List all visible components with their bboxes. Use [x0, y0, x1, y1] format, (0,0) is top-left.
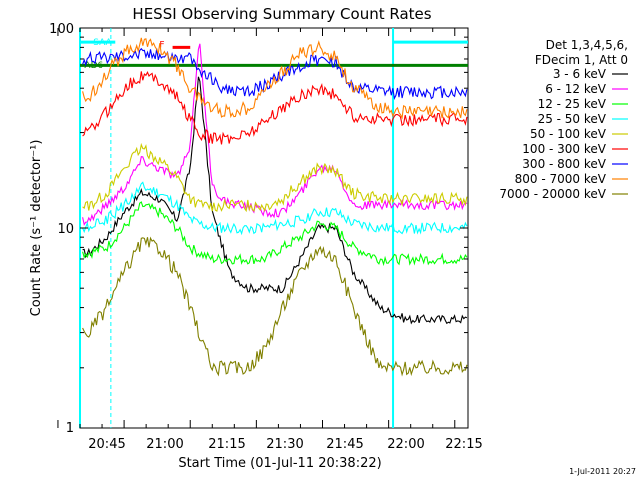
y-tick-label-100: 100 — [49, 22, 74, 37]
y-tick-label-1: 1 — [66, 421, 74, 436]
y-tick-label-10: 10 — [57, 222, 74, 237]
x-tick-label: 21:00 — [146, 437, 183, 452]
y-axis-label: Count Rate (s⁻¹ detector⁻¹) — [29, 140, 44, 317]
ticks-layer — [57, 27, 468, 429]
chart-title: HESSI Observing Summary Count Rates — [132, 5, 431, 23]
legend-label: 12 - 25 keV — [538, 97, 607, 111]
flags-layer: SAA F AD6 — [79, 28, 468, 428]
legend-label: 7000 - 20000 keV — [499, 187, 606, 201]
flag-label: F — [159, 40, 164, 50]
legend-label: 3 - 6 keV — [553, 67, 607, 81]
x-tick-label: 21:45 — [326, 437, 363, 452]
flag-label: AD6 — [84, 61, 103, 71]
legend-header-line-1: Det 1,3,4,5,6, — [546, 38, 628, 52]
x-tick-label: 22:00 — [387, 437, 424, 452]
series-line — [82, 76, 468, 325]
x-axis-label: Start Time (01-Jul-11 20:38:22) — [178, 456, 381, 471]
legend-label: 25 - 50 keV — [538, 112, 607, 126]
series-line — [82, 37, 468, 120]
date-stamp: 1-Jul-2011 20:27 — [569, 467, 636, 476]
legend-label: 800 - 7000 keV — [515, 172, 607, 186]
series-line — [82, 201, 468, 267]
x-tick-label: 20:45 — [88, 437, 125, 452]
x-tick-label: 21:30 — [266, 437, 303, 452]
series-line — [82, 142, 468, 213]
series-line — [82, 236, 468, 377]
legend-header-line-2: FDecim 1, Att 0 — [535, 53, 628, 67]
legend-label: 300 - 800 keV — [522, 157, 606, 171]
series-line — [82, 71, 468, 145]
legend-label: 50 - 100 keV — [530, 127, 607, 141]
legend-label: 6 - 12 keV — [545, 82, 607, 96]
series-layer — [82, 37, 468, 377]
legend-label: 100 - 300 keV — [522, 142, 606, 156]
legend: 3 - 6 keV 6 - 12 keV 12 - 25 keV 25 - 50… — [499, 67, 628, 201]
series-line — [82, 181, 468, 236]
series-line — [82, 43, 468, 226]
x-tick-label: 22:15 — [445, 437, 482, 452]
series-line — [82, 47, 468, 101]
flag-label: SAA — [93, 38, 112, 48]
x-tick-label: 21:15 — [208, 437, 245, 452]
